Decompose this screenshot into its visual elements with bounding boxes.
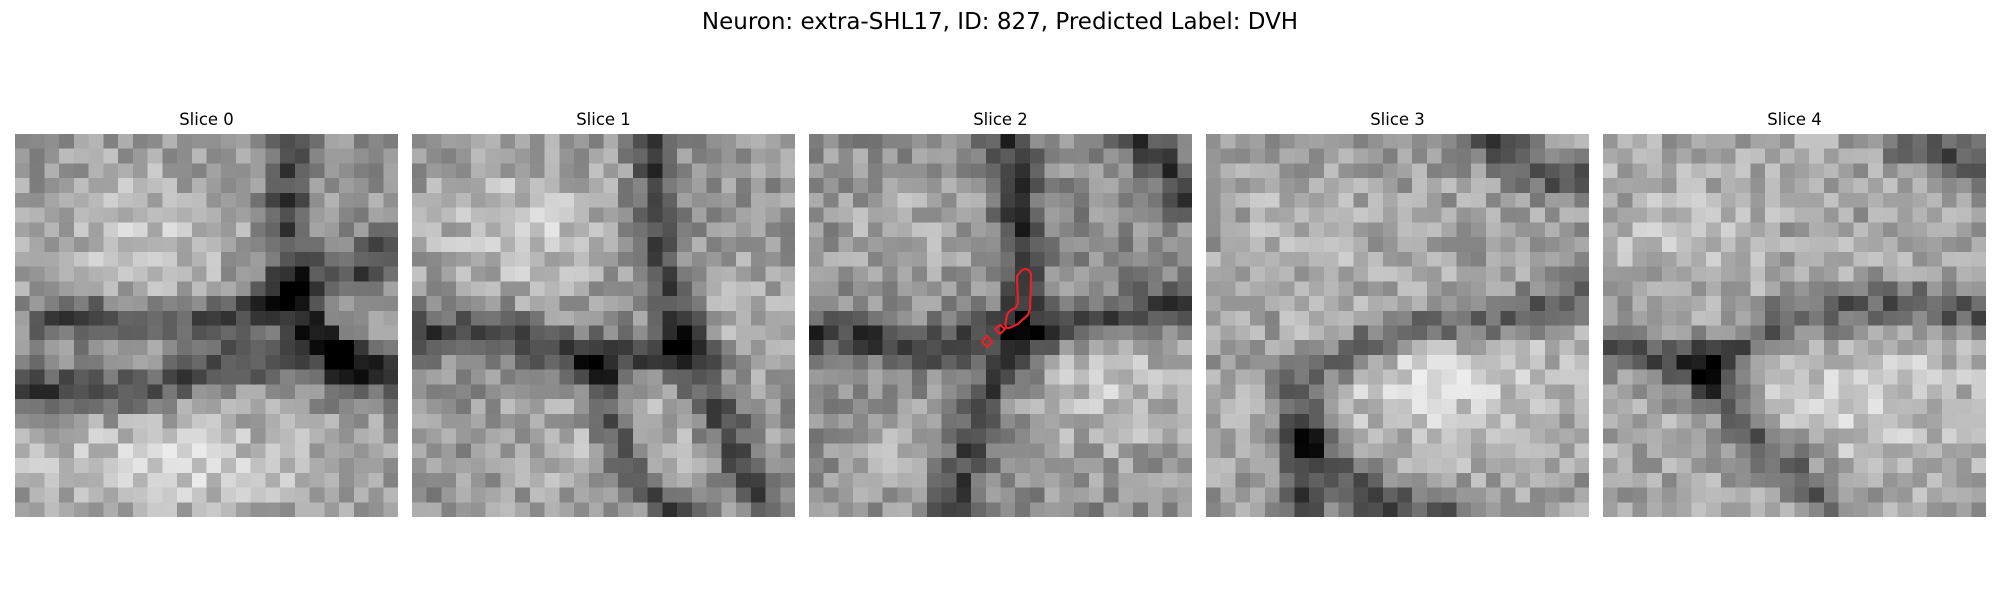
panel-title-slice-0: Slice 0 <box>179 110 234 129</box>
panel-title-slice-2: Slice 2 <box>973 110 1028 129</box>
neuron-contour-fragment <box>980 334 994 349</box>
slice-image-3 <box>1206 134 1589 517</box>
panel-title-slice-4: Slice 4 <box>1767 110 1822 129</box>
slice-image-4 <box>1603 134 1986 517</box>
slice-panel-2 <box>809 134 1192 517</box>
neuron-contour <box>1004 267 1033 330</box>
slice-image-1 <box>412 134 795 517</box>
slice-panel-4 <box>1603 134 1986 517</box>
neuron-contour-fragment <box>993 323 1007 336</box>
neuron-contour-overlay <box>980 267 1033 349</box>
slice-panel-3 <box>1206 134 1589 517</box>
figure-title: Neuron: extra-SHL17, ID: 827, Predicted … <box>701 9 1299 35</box>
slice-panel-1 <box>412 134 795 517</box>
slice-image-0 <box>15 134 398 517</box>
panel-title-slice-1: Slice 1 <box>576 110 631 129</box>
panel-title-slice-3: Slice 3 <box>1370 110 1425 129</box>
slice-panel-0 <box>15 134 398 517</box>
